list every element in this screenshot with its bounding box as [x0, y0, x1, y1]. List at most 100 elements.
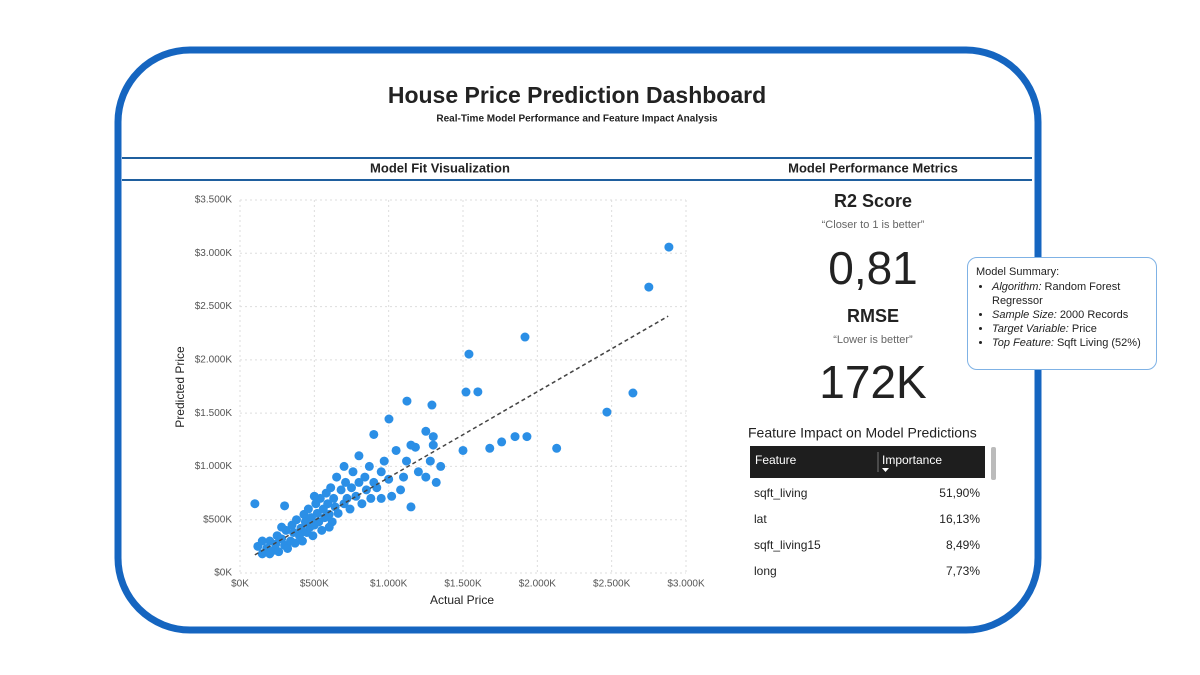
point — [290, 538, 300, 548]
point — [291, 515, 301, 525]
table-title: Feature Impact on Model Predictions — [748, 425, 977, 441]
x-tick-label: $1.000K — [370, 579, 408, 590]
cell: 7,73% — [946, 564, 980, 578]
scrollbar[interactable] — [991, 447, 996, 480]
point — [280, 501, 290, 511]
point — [333, 508, 343, 518]
point — [391, 445, 401, 455]
point — [283, 543, 293, 553]
point — [372, 483, 382, 493]
point — [347, 483, 356, 493]
point — [402, 396, 412, 406]
y-tick-label: $0K — [214, 568, 232, 579]
metric-hint: “Closer to 1 is better” — [822, 219, 925, 231]
point — [602, 407, 612, 417]
point — [522, 432, 532, 442]
point — [324, 509, 334, 519]
x-tick-label: $500K — [300, 579, 329, 590]
point — [458, 445, 468, 455]
point — [552, 443, 562, 453]
x-tick-label: $1.500K — [444, 579, 482, 590]
y-tick-label: $2.500K — [195, 301, 233, 312]
x-tick-label: $2.000K — [519, 579, 557, 590]
x-tick-label: $2.500K — [593, 579, 631, 590]
sort-icon — [882, 468, 889, 472]
trend-line — [254, 315, 669, 556]
summary-label: Target Variable: — [992, 323, 1069, 335]
summary-label: Algorithm: — [992, 281, 1042, 293]
cell: sqft_living — [754, 486, 807, 500]
point — [297, 536, 307, 546]
point — [473, 387, 483, 397]
point — [628, 388, 638, 398]
point — [309, 491, 319, 501]
point — [329, 493, 339, 503]
point — [339, 461, 349, 471]
point — [406, 502, 416, 512]
point — [510, 432, 520, 442]
metric-hint: “Lower is better” — [833, 334, 913, 346]
point — [369, 429, 379, 439]
x-axis-title: Actual Price — [430, 593, 494, 607]
point — [402, 456, 412, 466]
point — [376, 467, 386, 477]
metric-value: 0,81 — [828, 242, 918, 294]
point — [351, 491, 361, 501]
point — [396, 485, 406, 495]
column-header[interactable]: Importance — [882, 453, 942, 467]
point — [303, 504, 313, 514]
point — [664, 242, 674, 252]
point — [379, 456, 389, 466]
point — [323, 499, 333, 509]
summary-list: Algorithm:Random Forest RegressorSample … — [976, 280, 1148, 350]
point — [274, 547, 284, 557]
summary-box: Model Summary: Algorithm:Random Forest R… — [967, 257, 1157, 370]
y-tick-label: $1.500K — [195, 408, 233, 419]
metric-name: RMSE — [847, 306, 899, 326]
summary-text: Sqft Living (52%) — [1056, 337, 1141, 349]
summary-label: Sample Size: — [992, 309, 1057, 321]
summary-item: Algorithm:Random Forest Regressor — [992, 280, 1148, 308]
point — [354, 451, 364, 461]
point — [364, 461, 374, 471]
point — [431, 477, 441, 487]
point — [520, 332, 530, 342]
point — [271, 539, 281, 549]
summary-label: Top Feature: — [992, 337, 1054, 349]
point — [277, 522, 287, 532]
x-tick-label: $3.000K — [667, 579, 705, 590]
point — [324, 522, 334, 532]
point — [427, 400, 437, 410]
cell: sqft_living15 — [754, 538, 821, 552]
cell: lat — [754, 512, 767, 526]
point — [366, 493, 376, 503]
cell: 51,90% — [939, 486, 980, 500]
x-tick-label: $0K — [231, 579, 249, 590]
section-title: Model Fit Visualization — [370, 160, 510, 175]
point — [421, 426, 431, 436]
subtitle: Real-Time Model Performance and Feature … — [436, 114, 718, 125]
point — [436, 461, 446, 471]
point — [265, 549, 275, 559]
point — [257, 536, 267, 546]
point — [332, 472, 342, 482]
point — [357, 499, 367, 509]
point — [428, 440, 438, 450]
point — [497, 437, 507, 447]
point — [461, 387, 471, 397]
table-header — [750, 446, 985, 478]
section-title: Model Performance Metrics — [788, 160, 958, 175]
point — [425, 456, 435, 466]
point — [464, 349, 474, 359]
point — [341, 477, 351, 487]
column-header[interactable]: Feature — [755, 453, 797, 467]
summary-item: Top Feature:Sqft Living (52%) — [992, 336, 1148, 350]
y-tick-label: $2.000K — [195, 354, 233, 365]
point — [326, 483, 336, 493]
summary-text: Random Forest Regressor — [992, 281, 1121, 307]
point — [485, 443, 495, 453]
point — [406, 440, 416, 450]
point — [308, 531, 318, 541]
